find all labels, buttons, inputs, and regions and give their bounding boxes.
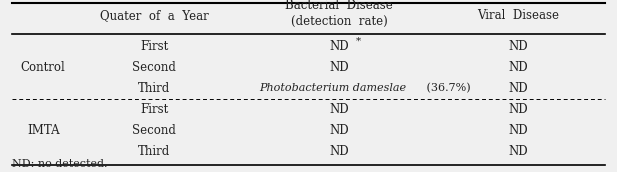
Text: Quater  of  a  Year: Quater of a Year [100, 9, 209, 22]
Text: ND: ND [508, 82, 528, 95]
Text: Second: Second [132, 124, 176, 137]
Text: Photobacterium dameslae: Photobacterium dameslae [260, 83, 407, 93]
Text: ND: ND [329, 124, 349, 137]
Text: ND: no detected.: ND: no detected. [12, 159, 108, 169]
Text: *: * [356, 36, 361, 45]
Text: ND: ND [329, 103, 349, 116]
Text: ND: ND [508, 145, 528, 158]
Text: (36.7%): (36.7%) [423, 83, 470, 94]
Text: ND: ND [329, 145, 349, 158]
Text: Bacterial  Disease
(detection  rate): Bacterial Disease (detection rate) [286, 0, 393, 28]
Text: Second: Second [132, 61, 176, 74]
Text: Control: Control [21, 61, 65, 74]
Text: ND: ND [508, 103, 528, 116]
Text: ND: ND [329, 61, 349, 74]
Text: First: First [140, 103, 168, 116]
Text: ND: ND [329, 40, 349, 53]
Text: Viral  Disease: Viral Disease [478, 9, 559, 22]
Text: ND: ND [508, 61, 528, 74]
Text: ND: ND [508, 40, 528, 53]
Text: IMTA: IMTA [27, 124, 59, 137]
Text: ND: ND [508, 124, 528, 137]
Text: Third: Third [138, 82, 170, 95]
Text: First: First [140, 40, 168, 53]
Text: Third: Third [138, 145, 170, 158]
